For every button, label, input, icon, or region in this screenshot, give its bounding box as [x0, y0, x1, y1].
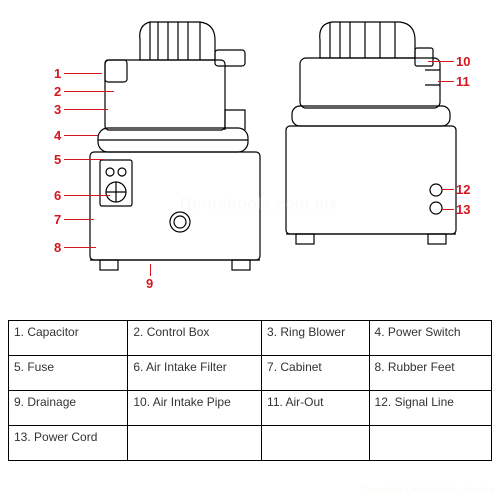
callout-13: 13: [456, 202, 470, 217]
cell-empty: [369, 426, 491, 461]
callout-8: 8: [54, 240, 61, 255]
cell-p6: 6. Air Intake Filter: [128, 356, 262, 391]
front-view-svg: [50, 10, 270, 320]
diagram-area: 1 2 3 4 5 6 7 8 9 10 11 12 13 Dentaltool…: [0, 0, 500, 320]
cell-p4: 4. Power Switch: [369, 321, 491, 356]
callout-12: 12: [456, 182, 470, 197]
callout-2: 2: [54, 84, 61, 99]
callout-5: 5: [54, 152, 61, 167]
cell-p7: 7. Cabinet: [262, 356, 370, 391]
cell-p10: 10. Air Intake Pipe: [128, 391, 262, 426]
cell-p8: 8. Rubber Feet: [369, 356, 491, 391]
cell-p12: 12. Signal Line: [369, 391, 491, 426]
callout-9: 9: [146, 276, 153, 291]
callout-10: 10: [456, 54, 470, 69]
callout-3: 3: [54, 102, 61, 117]
watermark-text: Dentaltools.com.mx: [180, 196, 339, 214]
callout-6: 6: [54, 188, 61, 203]
copyright-text: Copyright Dentaltools.com.mx: [361, 485, 494, 496]
cell-empty: [128, 426, 262, 461]
callout-7: 7: [54, 212, 61, 227]
callout-11: 11: [456, 74, 470, 89]
table-row: 5. Fuse 6. Air Intake Filter 7. Cabinet …: [9, 356, 492, 391]
cell-p5: 5. Fuse: [9, 356, 128, 391]
callout-4: 4: [54, 128, 61, 143]
cell-p9: 9. Drainage: [9, 391, 128, 426]
callout-1: 1: [54, 66, 61, 81]
cell-p1: 1. Capacitor: [9, 321, 128, 356]
cell-p2: 2. Control Box: [128, 321, 262, 356]
cell-empty: [262, 426, 370, 461]
table-row: 1. Capacitor 2. Control Box 3. Ring Blow…: [9, 321, 492, 356]
cell-p11: 11. Air-Out: [262, 391, 370, 426]
table-row: 9. Drainage 10. Air Intake Pipe 11. Air-…: [9, 391, 492, 426]
parts-table: 1. Capacitor 2. Control Box 3. Ring Blow…: [8, 320, 492, 461]
table-row: 13. Power Cord: [9, 426, 492, 461]
cell-p13: 13. Power Cord: [9, 426, 128, 461]
back-view-svg: [270, 10, 470, 320]
cell-p3: 3. Ring Blower: [262, 321, 370, 356]
